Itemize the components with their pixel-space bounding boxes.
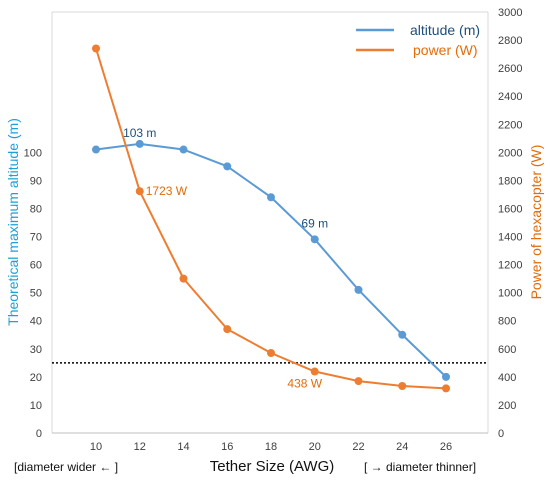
y-right-tick-label: 1200	[498, 260, 522, 272]
y-left-tick-label: 30	[30, 344, 42, 356]
y-right-tick-label: 2400	[498, 91, 522, 103]
data-label: 69 m	[301, 216, 328, 230]
y-right-tick-label: 2800	[498, 35, 522, 47]
x-tick-label: 10	[90, 441, 102, 453]
data-point-power	[398, 381, 407, 390]
y-left-tick-label: 0	[36, 428, 42, 440]
x-tick-label: 26	[440, 441, 452, 453]
data-point-power	[223, 325, 232, 334]
x-axis-note-left: [diameter wider ← ]	[14, 460, 118, 474]
data-point-power	[267, 349, 275, 358]
data-point-power	[92, 44, 100, 53]
legend-label-altitude: altitude (m)	[410, 22, 480, 38]
y-axis-left-title: Theoretical maximum altitude (m)	[5, 118, 21, 326]
data-point-altitude	[310, 235, 319, 244]
data-point-power	[442, 384, 450, 393]
legend: altitude (m) power (W)	[356, 22, 480, 58]
y-right-tick-label: 1400	[498, 232, 522, 244]
x-tick-label: 16	[221, 441, 233, 453]
x-tick-label: 14	[177, 441, 189, 453]
y-right-tick-label: 2600	[498, 63, 522, 75]
y-right-tick-label: 1000	[498, 288, 522, 300]
y-left-tick-label: 90	[30, 175, 42, 187]
y-right-tick-label: 400	[498, 372, 516, 384]
plot-frame	[51, 11, 489, 434]
y-right-tick-label: 600	[498, 344, 516, 356]
y-right-tick-label: 200	[498, 400, 516, 412]
x-axis-note-right: [ → diameter thinner]	[364, 460, 476, 474]
y-right-tick-label: 3000	[498, 7, 522, 19]
data-point-altitude	[442, 372, 450, 381]
series-line-altitude	[95, 142, 447, 378]
y-right-tick-label: 0	[498, 428, 504, 440]
y-axis-left-ticks: 0 10 20 30 40 50 60 70 80 90 100	[24, 147, 42, 440]
x-tick-label: 20	[309, 441, 321, 453]
x-axis-title: Tether Size (AWG)	[210, 458, 334, 475]
x-tick-label: 22	[352, 441, 364, 453]
data-labels: 103 m 69 m 1723 W 438 W	[123, 126, 328, 391]
data-point-altitude	[92, 145, 100, 154]
x-tick-label: 18	[265, 441, 277, 453]
data-point-altitude	[179, 145, 188, 154]
data-point-altitude	[135, 139, 144, 148]
data-point-power	[354, 377, 363, 386]
y-axis-right-title: Power of hexacopter (W)	[528, 145, 544, 300]
data-point-altitude	[223, 162, 232, 171]
legend-label-power: power (W)	[413, 42, 478, 58]
data-point-altitude	[354, 285, 363, 294]
y-left-tick-label: 80	[30, 203, 42, 215]
y-left-tick-label: 10	[30, 400, 42, 412]
data-point-altitude	[398, 330, 407, 339]
x-axis-ticks: 10 12 14 16 18 20 22 24 26	[90, 441, 452, 453]
y-left-tick-label: 70	[30, 232, 42, 244]
y-left-tick-label: 50	[30, 288, 42, 300]
y-right-tick-label: 2200	[498, 119, 522, 131]
data-point-power	[179, 274, 188, 283]
y-left-tick-label: 40	[30, 316, 42, 328]
y-right-tick-label: 2000	[498, 147, 522, 159]
series-line-power	[95, 48, 447, 390]
y-left-tick-label: 20	[30, 372, 42, 384]
y-right-tick-label: 1800	[498, 175, 522, 187]
y-left-tick-label: 60	[30, 260, 42, 272]
y-right-tick-label: 800	[498, 316, 516, 328]
series-layer	[92, 44, 450, 393]
data-label: 438 W	[287, 377, 322, 391]
x-tick-label: 24	[396, 441, 408, 453]
data-point-power	[135, 187, 144, 196]
y-right-tick-label: 1600	[498, 203, 522, 215]
y-axis-right-ticks: 0 200 400 600 800 1000 1200 1400 1600 1800 2000 220…	[498, 7, 522, 440]
x-tick-label: 12	[134, 441, 146, 453]
data-point-power	[310, 367, 319, 376]
data-label: 103 m	[123, 126, 156, 140]
y-left-tick-label: 100	[24, 147, 42, 159]
data-label: 1723 W	[146, 184, 188, 198]
data-point-altitude	[267, 193, 275, 202]
